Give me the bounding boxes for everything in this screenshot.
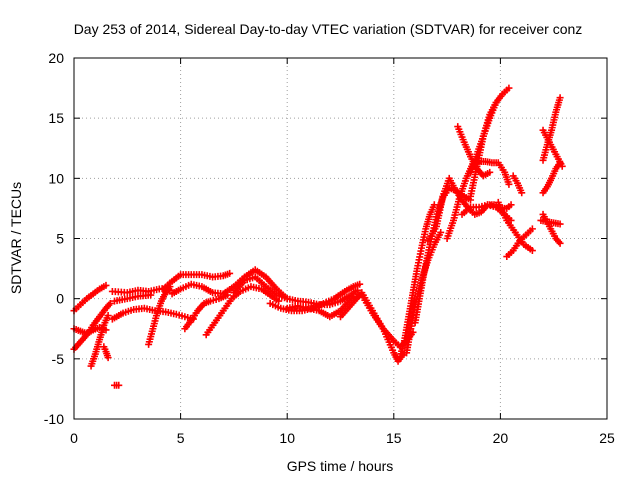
- data-point: [505, 180, 513, 188]
- axis-ticks: 0 5 10 15 20 25 -10 -5 0 5 10 15 20: [44, 50, 615, 446]
- data-point: [558, 162, 566, 170]
- series-sat-k: [160, 269, 234, 293]
- y-axis-label: SDTVAR / TECUs: [8, 182, 24, 294]
- data-point: [528, 247, 536, 255]
- series-sat-f: [111, 381, 123, 389]
- y-tick-label: 10: [48, 170, 64, 186]
- x-tick-label: 25: [599, 430, 615, 446]
- y-tick-label: -5: [52, 351, 65, 367]
- series-sat-ab: [494, 198, 536, 255]
- plot-frame: [73, 57, 608, 420]
- series-sat-h: [111, 291, 155, 305]
- y-tick-label: 15: [48, 110, 64, 126]
- y-tick-label: 5: [56, 231, 64, 247]
- data-point: [102, 281, 110, 289]
- data-point: [492, 99, 500, 107]
- y-tick-label: 0: [56, 291, 64, 307]
- data-point: [437, 228, 445, 236]
- x-tick-label: 20: [493, 430, 509, 446]
- x-axis-label: GPS time / hours: [287, 458, 394, 474]
- series-sat-d: [87, 312, 112, 370]
- series-sat-g: [108, 284, 174, 297]
- data-point: [106, 299, 114, 307]
- data-point: [356, 280, 364, 288]
- y-tick-label: 20: [48, 50, 64, 66]
- data-point: [518, 189, 526, 197]
- data-point: [104, 354, 112, 362]
- series-sat-i: [108, 304, 197, 323]
- data-point: [556, 220, 564, 228]
- data-point: [486, 168, 494, 176]
- x-tick-label: 0: [70, 430, 78, 446]
- data-point: [505, 84, 513, 92]
- series-trace: [414, 186, 472, 323]
- series-sat-s: [396, 201, 438, 360]
- data-series: [70, 84, 566, 389]
- data-point: [556, 239, 564, 247]
- series-sat-ad: [509, 172, 526, 197]
- grid-lines: [74, 58, 607, 419]
- y-tick-label: -10: [44, 411, 64, 427]
- data-point: [104, 312, 112, 320]
- series-sat-c: [70, 299, 114, 353]
- x-tick-label: 15: [386, 430, 402, 446]
- x-tick-label: 10: [279, 430, 295, 446]
- series-sat-a: [70, 281, 110, 315]
- data-point: [115, 381, 123, 389]
- series-sat-ac: [503, 225, 536, 261]
- chart-title: Day 253 of 2014, Sidereal Day-to-day VTE…: [74, 21, 583, 37]
- series-sat-m: [181, 291, 232, 333]
- data-point: [528, 225, 536, 233]
- data-point: [507, 201, 515, 209]
- series-sat-aa: [467, 99, 500, 200]
- series-sat-e: [100, 343, 112, 362]
- series-sat-o: [230, 273, 362, 309]
- data-point: [147, 291, 155, 299]
- series-sat-j: [145, 283, 174, 348]
- series-sat-ai: [539, 210, 564, 247]
- series-sat-ag: [539, 94, 564, 164]
- data-point: [556, 94, 564, 102]
- data-point: [430, 201, 438, 209]
- data-point: [224, 291, 232, 299]
- data-point: [226, 269, 234, 277]
- x-tick-label: 5: [177, 430, 185, 446]
